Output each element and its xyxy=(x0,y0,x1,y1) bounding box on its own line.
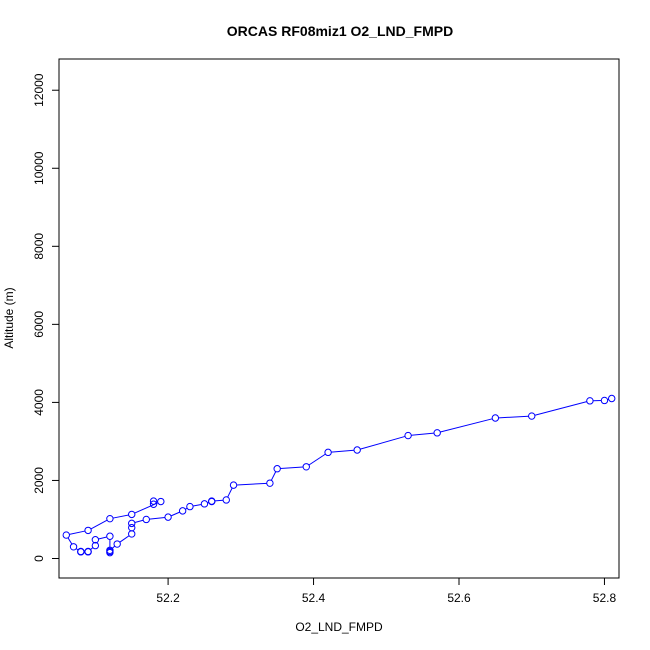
series-segment xyxy=(411,432,435,436)
series-segment xyxy=(67,537,73,545)
series-segment xyxy=(112,514,129,519)
data-point xyxy=(404,431,412,440)
data-point xyxy=(273,465,281,473)
data-point xyxy=(106,514,114,523)
series-segment xyxy=(331,449,355,453)
series-segment xyxy=(112,545,116,549)
data-point xyxy=(128,519,136,528)
series-segment xyxy=(280,466,304,470)
data-point xyxy=(324,448,332,457)
data-point xyxy=(128,530,136,538)
x-axis-label: O2_LND_FMPD xyxy=(295,620,383,634)
data-point xyxy=(164,513,172,521)
data-point xyxy=(200,500,209,508)
x-tick-label: 52.2 xyxy=(156,591,180,605)
series-segment xyxy=(192,503,202,507)
data-point xyxy=(91,541,100,550)
data-point xyxy=(149,500,158,508)
series-segment xyxy=(440,418,493,433)
series-segment xyxy=(498,415,529,419)
series-layer xyxy=(62,394,616,557)
y-tick-label: 6000 xyxy=(32,311,46,338)
x-tick-label: 52.4 xyxy=(302,591,326,605)
series-segment xyxy=(360,435,406,450)
series-segment xyxy=(69,530,86,535)
y-tick-label: 0 xyxy=(32,555,46,562)
series-segment xyxy=(134,519,144,524)
data-point xyxy=(353,446,361,454)
x-tick-label: 52.6 xyxy=(447,591,471,605)
x-tick-label: 52.8 xyxy=(593,591,617,605)
y-tick-label: 4000 xyxy=(32,389,46,416)
data-point xyxy=(178,507,187,515)
data-point xyxy=(77,548,85,556)
series-segment xyxy=(170,511,180,517)
y-tick-label: 8000 xyxy=(32,233,46,260)
y-tick-label: 2000 xyxy=(32,467,46,494)
data-point xyxy=(149,497,158,505)
y-tick-label: 12000 xyxy=(32,73,46,107)
data-point xyxy=(208,497,216,506)
y-axis: 0 2000 4000 6000 8000 10000 12000 xyxy=(32,73,60,562)
data-point xyxy=(222,496,230,504)
data-point xyxy=(106,532,114,540)
data-point xyxy=(69,543,78,551)
y-axis-label: Altitude (m) xyxy=(2,287,16,348)
data-point xyxy=(302,463,310,471)
series-segment xyxy=(308,453,326,466)
data-point xyxy=(62,531,70,539)
data-point xyxy=(84,526,92,535)
data-point xyxy=(491,414,500,422)
series-segment xyxy=(236,482,267,486)
data-point xyxy=(600,396,609,405)
series-segment xyxy=(227,487,233,498)
series-segment xyxy=(534,401,587,416)
data-point xyxy=(229,481,238,489)
series-segment xyxy=(119,535,130,543)
data-point xyxy=(91,536,100,544)
y-tick-label: 10000 xyxy=(32,151,46,185)
data-point xyxy=(157,497,165,506)
data-point xyxy=(608,394,616,403)
series-segment xyxy=(270,471,277,481)
series-segment xyxy=(214,499,224,502)
data-point xyxy=(186,502,194,511)
data-point xyxy=(433,429,441,437)
data-point xyxy=(266,479,274,487)
data-point xyxy=(586,397,594,405)
data-point xyxy=(128,510,136,519)
data-point xyxy=(84,548,92,556)
series-segment xyxy=(98,536,107,540)
data-point xyxy=(106,548,114,557)
chart-title: ORCAS RF08miz1 O2_LND_FMPD xyxy=(227,23,453,39)
series-segment xyxy=(149,516,165,520)
data-point xyxy=(113,540,121,548)
series-segment xyxy=(90,519,108,530)
data-point xyxy=(528,412,536,420)
x-axis: 52.2 52.4 52.6 52.8 xyxy=(156,577,617,605)
data-point xyxy=(142,515,150,524)
